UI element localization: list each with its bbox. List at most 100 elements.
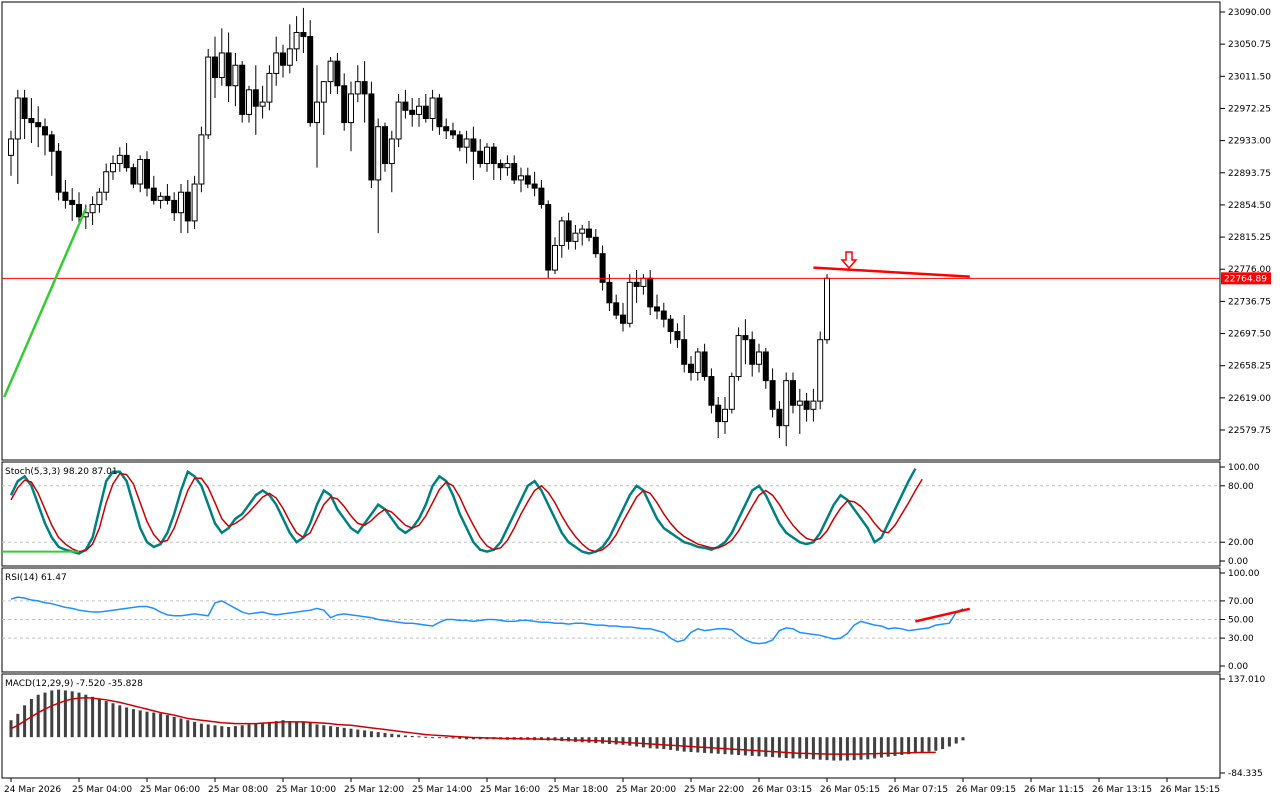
candle xyxy=(239,61,246,123)
candle xyxy=(212,36,218,99)
stochastic-panel[interactable] xyxy=(1,461,1221,567)
macd-histogram-bar xyxy=(961,737,965,741)
candle xyxy=(463,130,470,164)
candle xyxy=(55,143,62,201)
candle xyxy=(314,65,320,168)
price-axis-label: 22658.25 xyxy=(1228,362,1271,372)
candle xyxy=(803,392,810,422)
macd-histogram-bar xyxy=(954,737,958,744)
candle-body xyxy=(225,52,232,87)
macd-histogram-bar xyxy=(213,725,217,738)
candle-body xyxy=(300,31,307,38)
candle xyxy=(490,143,497,180)
candle-body xyxy=(484,146,490,165)
rsi-red-trendline xyxy=(915,607,971,623)
macd-histogram-bar xyxy=(941,737,945,750)
candle-body xyxy=(42,126,48,136)
candle-body xyxy=(320,81,327,103)
indicator-axis-label: 137.010 xyxy=(1228,675,1265,685)
macd-histogram-bar xyxy=(635,737,639,747)
macd-histogram-bar xyxy=(281,720,285,738)
candle-body xyxy=(817,339,824,402)
candle-body xyxy=(518,175,524,181)
candle xyxy=(518,167,524,193)
macd-histogram-bar xyxy=(662,737,666,750)
candle-body xyxy=(198,134,205,185)
macd-histogram-bar xyxy=(417,736,421,738)
price-axis-label: 22776.00 xyxy=(1228,265,1271,275)
candle xyxy=(722,397,728,434)
macd-histogram-bar xyxy=(709,737,713,754)
candle-body xyxy=(463,138,470,148)
candle xyxy=(178,184,184,234)
indicator-axis-label: 30.00 xyxy=(1228,634,1254,644)
price-axis-label: 22893.75 xyxy=(1228,169,1271,179)
candle-body xyxy=(592,236,599,255)
candle xyxy=(667,315,674,344)
price-panel[interactable] xyxy=(1,1,1221,461)
macd-histogram-bar xyxy=(308,722,312,738)
candle xyxy=(790,372,796,414)
time-axis-label: 25 Mar 08:00 xyxy=(208,785,268,795)
candle-body xyxy=(354,81,361,95)
candle xyxy=(28,98,35,144)
candle-body xyxy=(280,52,286,66)
macd-histogram-bar xyxy=(247,724,251,738)
macd-histogram-bar xyxy=(893,737,897,756)
macd-panel[interactable] xyxy=(1,673,1221,779)
macd-histogram-bar xyxy=(342,727,346,738)
candle-body xyxy=(504,163,511,169)
macd-histogram-bar xyxy=(703,737,707,753)
macd-histogram-bar xyxy=(152,712,156,738)
candle xyxy=(320,81,327,135)
candle xyxy=(681,315,688,373)
candle xyxy=(756,343,762,373)
candle-body xyxy=(361,81,368,95)
candle xyxy=(715,397,722,438)
candle-body xyxy=(116,154,123,165)
candle-body xyxy=(586,228,592,238)
macd-histogram-bar xyxy=(63,690,67,738)
indicator-axis-label: 0.00 xyxy=(1228,557,1248,567)
candle xyxy=(749,331,756,377)
current-price-label: 22764.89 xyxy=(1224,274,1267,284)
candle-body xyxy=(450,130,456,136)
candle-body xyxy=(762,351,769,382)
macd-histogram-bar xyxy=(274,721,278,738)
macd-histogram-bar xyxy=(118,705,122,738)
macd-histogram-bar xyxy=(376,732,380,738)
macd-histogram-bar xyxy=(77,692,81,738)
macd-histogram-bar xyxy=(873,737,877,759)
time-axis-label: 25 Mar 14:00 xyxy=(412,785,472,795)
candle xyxy=(626,274,633,328)
candle xyxy=(769,368,776,418)
candle-body xyxy=(674,330,681,341)
candle-body xyxy=(531,183,538,189)
candle-body xyxy=(796,400,803,406)
candle xyxy=(762,347,769,389)
candle xyxy=(246,85,252,123)
indicator-axis-label: -84.335 xyxy=(1228,769,1263,779)
macd-histogram-bar xyxy=(465,737,469,740)
macd-histogram-bar xyxy=(451,737,455,739)
candle-body xyxy=(558,220,565,246)
candle xyxy=(62,179,69,209)
price-axis-label: 22854.50 xyxy=(1228,201,1271,211)
price-axis-label: 23090.00 xyxy=(1228,8,1271,18)
macd-histogram-bar xyxy=(641,737,645,748)
candle-body xyxy=(654,306,660,312)
candle xyxy=(409,98,416,127)
macd-histogram-bar xyxy=(172,716,176,738)
candle xyxy=(470,126,477,180)
candle-body xyxy=(130,167,137,185)
macd-histogram-bar xyxy=(138,710,142,738)
candle-body xyxy=(667,318,674,332)
macd-histogram-bar xyxy=(186,720,190,738)
candle-body xyxy=(259,101,266,107)
candle xyxy=(89,196,96,225)
macd-histogram-bar xyxy=(97,698,101,738)
indicator-axis-label: 100.00 xyxy=(1228,463,1260,473)
macd-histogram-bar xyxy=(410,735,414,738)
macd-histogram-bar xyxy=(669,737,673,750)
